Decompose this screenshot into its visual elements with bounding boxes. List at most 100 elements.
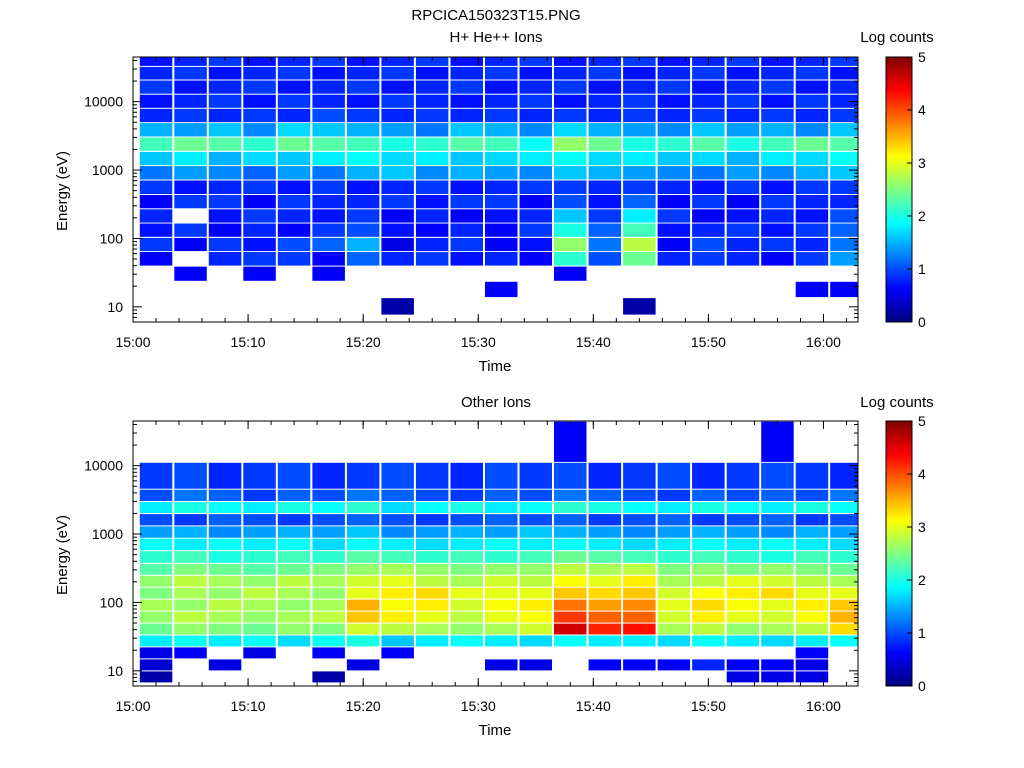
heatmap-cell [485,599,518,611]
heatmap-cell [692,462,725,489]
heatmap-cell [450,223,483,237]
heatmap-cell [174,575,207,587]
heatmap-cell [726,671,760,683]
heatmap-cell [830,137,858,151]
heatmap-cell [588,123,622,137]
heatmap-cell [519,635,552,647]
heatmap-cell [588,80,622,94]
heatmap-cell [208,252,242,266]
heatmap-cell [588,563,622,575]
plot-frame [132,56,859,323]
heatmap-cell [174,599,207,611]
heatmap-cell [761,563,794,575]
axis-ticks: 15:00 15:10 15:20 15:30 15:40 15:50 16:00 10 100… [84,421,858,714]
heatmap-cell [415,166,449,180]
heatmap-cell [830,195,858,209]
heatmap-cell [692,237,725,252]
panel-other-ions: Other Ions Log counts Time Energy (eV) 1… [54,394,934,739]
y-tick-label: 1000 [92,162,123,178]
x-tick-label: 15:00 [115,334,150,350]
heatmap-cell [795,137,829,151]
heatmap-cell [450,237,483,252]
heatmap-cell [346,623,380,635]
heatmap-cell [208,66,242,80]
heatmap-cell [208,123,242,137]
heatmap-cell [450,587,483,599]
heatmap-cell [312,538,345,551]
x-tick-label: 15:00 [115,698,150,714]
heatmap-cell [381,623,414,635]
heatmap-cell [726,587,760,599]
heatmap-cell [312,671,345,683]
heatmap-cell [208,80,242,94]
colorbar-label: Log counts [860,394,933,411]
heatmap-cell [692,563,725,575]
heatmap-cell [519,66,552,80]
heatmap-cell [139,462,173,489]
heatmap-cell [174,151,207,166]
heatmap-cell [623,575,656,587]
heatmap-cell [243,647,276,659]
heatmap-cell [554,587,587,599]
heatmap-cell [657,80,691,94]
heatmap-cell [623,123,656,137]
heatmap-cell [208,166,242,180]
heatmap-cell [243,611,276,623]
heatmap-cell [554,137,587,151]
heatmap-cell [208,180,242,194]
heatmap-cell [726,462,760,489]
heatmap-cell [623,137,656,151]
heatmap-cell [485,489,518,501]
heatmap-cell [174,237,207,252]
heatmap-cell [139,166,173,180]
heatmap-cell [795,281,829,298]
heatmap-cell [657,514,691,526]
heatmap-cell [692,223,725,237]
colorbar-tick-label: 0 [918,678,926,694]
heatmap-cell [381,611,414,623]
colorbar-tick-label: 1 [918,261,926,277]
heatmap-cell [519,151,552,166]
heatmap-cell [174,611,207,623]
heatmap-cell [450,514,483,526]
heatmap-cell [243,123,276,137]
heatmap-cell [588,587,622,599]
heatmap-cell [277,108,311,123]
heatmap-cell [554,209,587,223]
heatmap-cell [795,587,829,599]
heatmap-cell [381,635,414,647]
heatmap-cell [243,180,276,194]
heatmap-cell [726,237,760,252]
heatmap-cell [139,514,173,526]
heatmap-cell [381,180,414,194]
heatmap-cell [657,252,691,266]
heatmap-cell [381,137,414,151]
x-tick-label: 15:40 [576,698,611,714]
heatmap-cell [139,108,173,123]
heatmap-cell [795,563,829,575]
heatmap-cell [312,237,345,252]
heatmap-cell [485,659,518,671]
heatmap-cell [554,599,587,611]
heatmap-cell [726,252,760,266]
heatmap-cell [381,123,414,137]
heatmap-cell [519,94,552,108]
heatmap-cell [450,66,483,80]
heatmap-cell [346,123,380,137]
heatmap-cell [485,575,518,587]
heatmap-cell [450,180,483,194]
heatmap-cell [623,659,656,671]
heatmap-cell [415,195,449,209]
heatmap-cell [139,151,173,166]
heatmap-cell [554,489,587,501]
heatmap-cell [450,526,483,538]
heatmap-cell [588,489,622,501]
heatmap-cell [692,502,725,513]
heatmap-cell [795,599,829,611]
heatmap-cell [346,223,380,237]
heatmap-cell [795,252,829,266]
heatmap-cell [830,209,858,223]
heatmap-cell [381,66,414,80]
heatmap-cell [415,587,449,599]
